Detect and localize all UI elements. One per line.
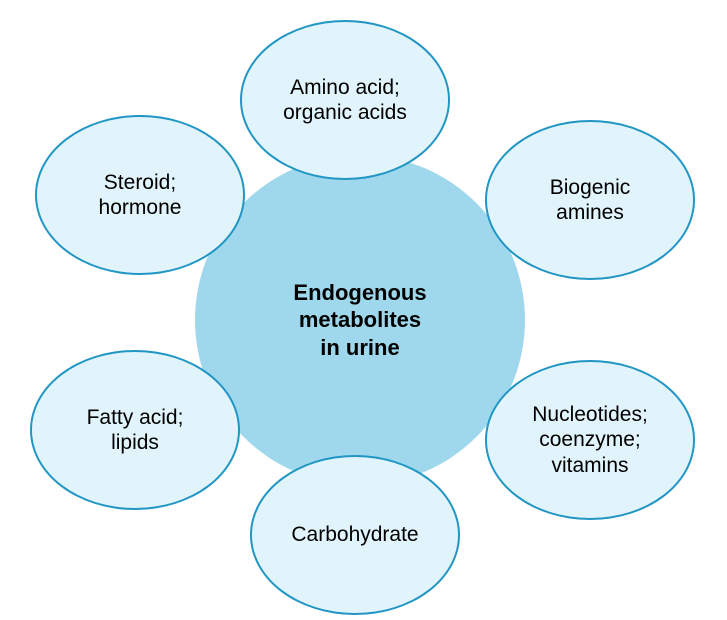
center-node: Endogenous metabolites in urine [195, 155, 525, 485]
center-node-label: Endogenous metabolites in urine [293, 279, 426, 362]
satellite-biogenic-label: Biogenic amines [550, 175, 631, 225]
satellite-nucleotides-label: Nucleotides; coenzyme; vitamins [532, 402, 648, 478]
satellite-carbohydrate-label: Carbohydrate [291, 522, 418, 547]
satellite-biogenic: Biogenic amines [485, 120, 695, 280]
satellite-fatty-acid: Fatty acid; lipids [30, 350, 240, 510]
satellite-steroid-label: Steroid; hormone [99, 170, 182, 220]
satellite-amino-acid-label: Amino acid; organic acids [283, 75, 407, 125]
satellite-amino-acid: Amino acid; organic acids [240, 20, 450, 180]
satellite-carbohydrate: Carbohydrate [250, 455, 460, 615]
diagram-stage: Endogenous metabolites in urine Amino aci… [0, 0, 727, 620]
satellite-fatty-acid-label: Fatty acid; lipids [87, 405, 184, 455]
satellite-nucleotides: Nucleotides; coenzyme; vitamins [485, 360, 695, 520]
satellite-steroid: Steroid; hormone [35, 115, 245, 275]
